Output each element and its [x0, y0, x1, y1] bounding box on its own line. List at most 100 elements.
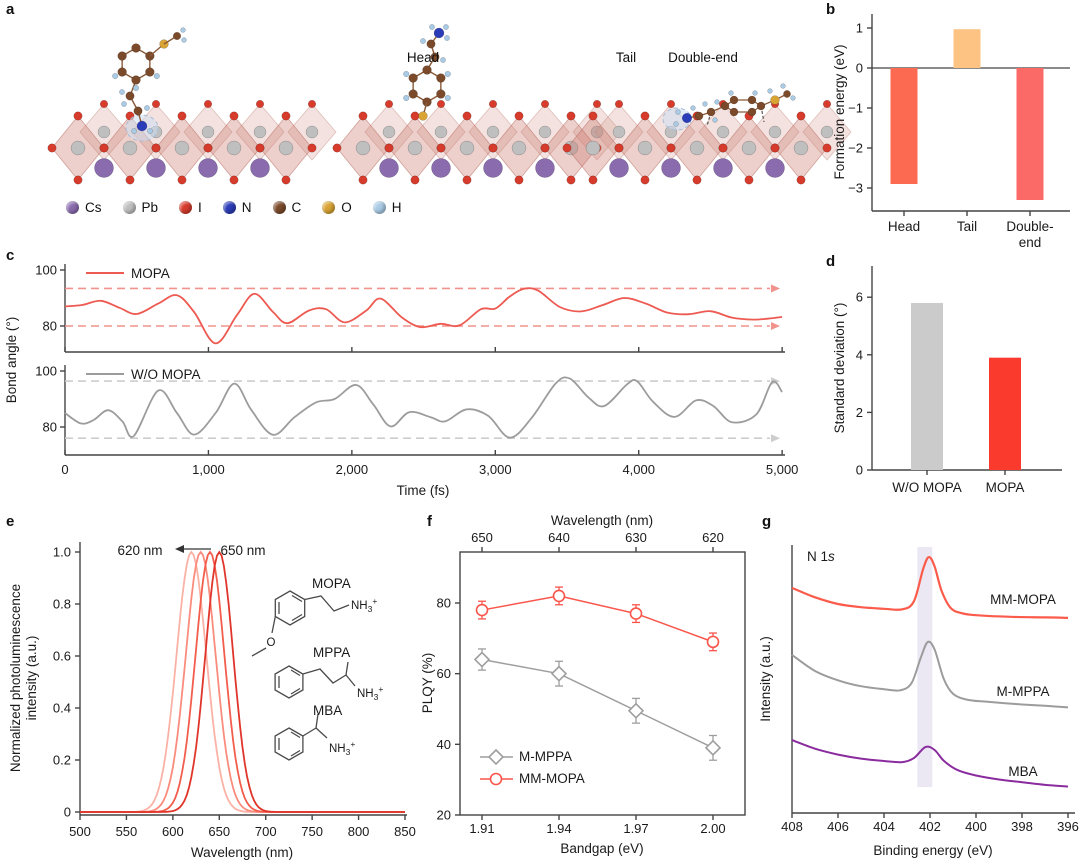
- svg-text:6: 6: [856, 290, 863, 305]
- svg-text:−2: −2: [848, 141, 863, 156]
- i-atom-label: I: [198, 200, 202, 215]
- pl-spectra: 1.0 0.8 0.6 0.4 0.2 0 500 550 600 650 700 750 800 850: [53, 542, 416, 839]
- g-x-axis-label: Binding energy (eV): [873, 843, 992, 858]
- c-legend-mopa: MOPA: [131, 266, 170, 281]
- c-atom-icon: [272, 201, 286, 214]
- panel-e-chart: Normalized photoluminescence intensity (…: [8, 542, 416, 860]
- e-peak-shift-label-650: 650 nm: [220, 543, 265, 558]
- svg-text:0.2: 0.2: [53, 753, 71, 768]
- svg-text:850: 850: [394, 824, 416, 839]
- o-atom-label: O: [341, 200, 352, 215]
- plqy-chart: 1.91 650 1.94 640 1.97 630 2.00 620 20 40 60 80: [437, 530, 746, 836]
- panel-label-c: c: [6, 247, 15, 264]
- panel-label-g: g: [762, 513, 772, 530]
- xps-curve-MBA: [791, 739, 1069, 788]
- pl-curve-650nm: [80, 550, 405, 813]
- svg-text:80: 80: [43, 319, 57, 334]
- xps-curve-M-MPPA: [791, 640, 1069, 709]
- svg-text:100: 100: [35, 364, 57, 379]
- b-y-axis-label: Formation energy (eV): [832, 44, 847, 179]
- mppa-structure: [274, 661, 356, 699]
- mppa-label: MPPA: [313, 645, 350, 660]
- svg-text:402: 402: [919, 819, 941, 834]
- svg-text:40: 40: [437, 737, 451, 752]
- o-atom-icon: [322, 201, 336, 214]
- svg-text:5,000: 5,000: [766, 462, 799, 477]
- legend-item-i: I: [179, 200, 202, 215]
- svg-text:0: 0: [856, 463, 863, 478]
- svg-text:−1: −1: [848, 101, 863, 116]
- structure-label-double-end: Double-end: [668, 50, 738, 65]
- svg-text:1.91: 1.91: [469, 821, 494, 836]
- svg-text:0.6: 0.6: [53, 649, 71, 664]
- svg-text:−3: −3: [848, 181, 863, 196]
- panel-d-chart: Standard deviation (°) 0 2 4 6 W/O MOPA MOPA: [832, 266, 1062, 495]
- svg-text:700: 700: [255, 824, 277, 839]
- atom-legend: Cs Pb I N C O H: [66, 200, 402, 215]
- bond-angle-trace-W/O MOPA: [64, 376, 783, 439]
- svg-text:550: 550: [116, 824, 138, 839]
- tail-molecule: [403, 24, 451, 121]
- svg-text:398: 398: [1011, 819, 1033, 834]
- svg-text:0: 0: [856, 61, 863, 76]
- svg-text:60: 60: [437, 666, 451, 681]
- i-atom-icon: [179, 201, 193, 214]
- svg-text:396: 396: [1057, 819, 1079, 834]
- svg-text:640: 640: [548, 530, 570, 545]
- svg-text:80: 80: [437, 596, 451, 611]
- panel-label-e: e: [6, 513, 15, 530]
- svg-text:1: 1: [856, 21, 863, 36]
- svg-text:400: 400: [965, 819, 987, 834]
- g-curve-label-m-mppa: M-MPPA: [997, 684, 1050, 699]
- e-y-axis-label-line2: intensity (a.u.): [24, 636, 39, 721]
- bond-angle-subplot-0: 100 80: [35, 263, 785, 353]
- bar-chart: 1 0 −1 −2 −3 Head Tail Double-end: [848, 14, 1070, 250]
- structure-head-image: [47, 27, 337, 185]
- svg-text:2,000: 2,000: [336, 462, 369, 477]
- svg-text:500: 500: [69, 824, 91, 839]
- bar-W/O MOPA: [911, 302, 943, 470]
- e-peak-shift-label-620: 620 nm: [117, 543, 162, 558]
- legend-item-c: C: [272, 200, 302, 215]
- h-atom-label: H: [391, 200, 402, 215]
- mopa-structure: [251, 590, 350, 657]
- f-x-axis-label: Bandgap (eV): [560, 841, 643, 856]
- panel-b-chart: Formation energy (eV) 1 0 −1 −2 −3 Head Tail Do…: [832, 14, 1070, 250]
- svg-text:Tail: Tail: [957, 219, 977, 234]
- panel-c-chart: Bond angle (°) MOPA W/O MOPA Time (fs) 1…: [4, 263, 799, 499]
- svg-text:1.97: 1.97: [623, 821, 648, 836]
- svg-text:408: 408: [781, 819, 803, 834]
- bar-chart: 0 2 4 6 W/O MOPA MOPA: [856, 266, 1062, 495]
- panel-label-b: b: [826, 1, 836, 18]
- svg-text:W/O MOPA: W/O MOPA: [892, 480, 962, 495]
- panel-label-a: a: [6, 1, 15, 18]
- legend-item-o: O: [322, 200, 352, 215]
- panel-f-chart: Wavelength (nm) Bandgap (eV) PLQY (%) M-…: [420, 513, 746, 856]
- svg-text:20: 20: [437, 807, 451, 822]
- mba-label: MBA: [313, 703, 342, 718]
- legend-item-n: N: [222, 200, 252, 215]
- e-x-axis-label: Wavelength (nm): [191, 845, 293, 860]
- ammonium-label: NH3+: [351, 596, 377, 614]
- mba-structure: [274, 713, 328, 761]
- svg-text:Double-: Double-: [1006, 219, 1053, 234]
- legend-item-pb: Pb: [122, 200, 158, 215]
- svg-text:800: 800: [348, 824, 370, 839]
- c-legend-wo-mopa: W/O MOPA: [131, 367, 201, 382]
- ammonium-label: NH3+: [329, 739, 355, 757]
- svg-text:620: 620: [702, 530, 724, 545]
- svg-text:404: 404: [873, 819, 895, 834]
- svg-text:1,000: 1,000: [192, 462, 225, 477]
- pb-atom-icon: [122, 201, 136, 214]
- xps-curve-MM-MOPA: [791, 555, 1069, 619]
- perovskite-slab: [332, 99, 622, 185]
- svg-text:1.94: 1.94: [546, 821, 571, 836]
- n1s-annotation: N 1s: [807, 549, 835, 564]
- svg-text:0.8: 0.8: [53, 597, 71, 612]
- legend-item-cs: Cs: [66, 200, 102, 215]
- left-arrow-icon: [175, 545, 184, 553]
- c-atom-label: C: [291, 200, 302, 215]
- svg-text:Head: Head: [888, 219, 920, 234]
- g-curve-label-mm-mopa: MM-MOPA: [990, 592, 1056, 607]
